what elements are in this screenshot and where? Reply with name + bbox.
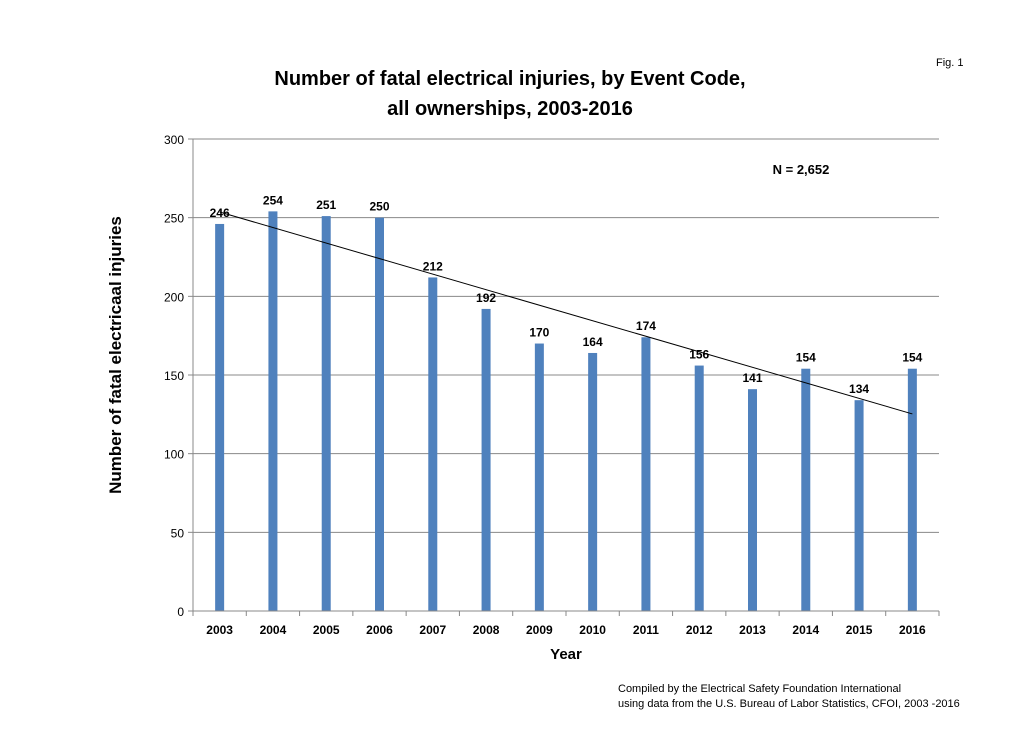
bar-2014: [801, 368, 811, 611]
bar-2005: [321, 216, 331, 612]
y-tick-label: 250: [164, 212, 184, 226]
credit-line-2: using data from the U.S. Bureau of Labor…: [618, 698, 960, 710]
x-tick-label: 2008: [473, 623, 500, 637]
bar-2011: [641, 337, 651, 611]
x-tick-label: 2012: [686, 623, 713, 637]
data-label: 134: [849, 382, 869, 396]
trendline: [219, 211, 913, 415]
x-tick-label: 2009: [526, 623, 553, 637]
data-label: 141: [742, 371, 762, 385]
data-label: 246: [210, 206, 230, 220]
source-credit: Compiled by the Electrical Safety Founda…: [618, 682, 960, 712]
x-tick-label: 2016: [899, 623, 926, 637]
y-tick-label: 0: [177, 605, 184, 619]
data-label: 254: [263, 193, 283, 207]
y-tick-label: 300: [164, 133, 184, 147]
y-tick-label: 100: [164, 448, 184, 462]
credit-line-1: Compiled by the Electrical Safety Founda…: [618, 683, 902, 695]
x-tick-label: 2003: [206, 623, 233, 637]
bar-2012: [694, 365, 704, 611]
data-label: 156: [689, 348, 709, 362]
data-label: 154: [796, 351, 816, 365]
bar-2007: [428, 277, 438, 611]
bar-2006: [375, 217, 384, 611]
bar-2010: [588, 352, 598, 611]
bar-2016: [907, 368, 917, 611]
data-label: 174: [636, 319, 656, 333]
bar-2004: [268, 211, 278, 611]
bar-2015: [854, 400, 864, 611]
x-tick-label: 2013: [739, 623, 766, 637]
data-label: 170: [529, 326, 549, 340]
y-axis-label: Number of fatal electricaal injuries: [106, 216, 125, 494]
bar-2009: [534, 343, 544, 611]
x-axis-label: Year: [550, 646, 582, 663]
data-label: 212: [423, 259, 443, 273]
x-tick-label: 2006: [366, 623, 393, 637]
n-annotation: N = 2,652: [773, 162, 830, 177]
y-tick-label: 200: [164, 290, 184, 304]
figure-label: Fig. 1: [936, 57, 964, 69]
data-label: 251: [316, 198, 336, 212]
data-label: 192: [476, 291, 496, 305]
y-tick-label: 150: [164, 369, 184, 383]
x-tick-label: 2011: [633, 623, 659, 637]
chart-title-line-2: all ownerships, 2003-2016: [387, 98, 633, 120]
bar-2013: [748, 389, 757, 611]
chart-title-line-1: Number of fatal electrical injuries, by …: [274, 68, 746, 90]
bar-2003: [215, 223, 225, 611]
data-label: 250: [369, 200, 389, 214]
bar-2008: [481, 308, 491, 611]
x-tick-label: 2005: [313, 623, 340, 637]
x-tick-label: 2015: [846, 623, 873, 637]
x-tick-label: 2007: [419, 623, 446, 637]
x-tick-label: 2010: [579, 623, 606, 637]
y-tick-label: 50: [171, 526, 185, 540]
data-label: 164: [583, 335, 603, 349]
x-tick-label: 2004: [260, 623, 287, 637]
chart-title: Number of fatal electrical injuries, by …: [200, 64, 820, 124]
data-label: 154: [902, 351, 922, 365]
x-tick-label: 2014: [792, 623, 819, 637]
